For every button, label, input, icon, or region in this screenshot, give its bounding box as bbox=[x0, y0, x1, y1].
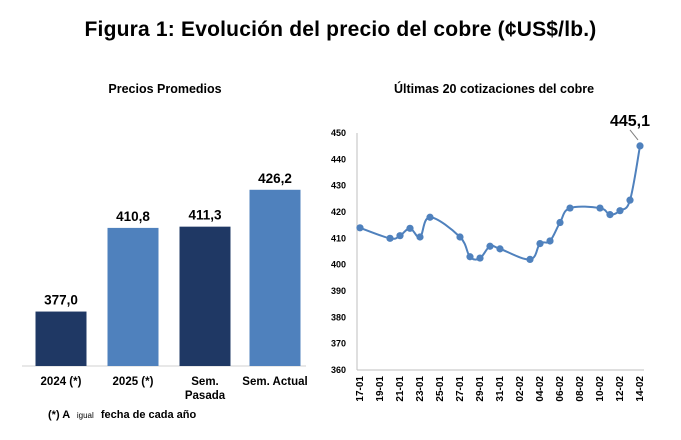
bar-category-label: Pasada bbox=[185, 390, 226, 402]
data-point bbox=[536, 240, 544, 248]
bar-category-label: Sem. Actual bbox=[242, 376, 307, 388]
x-tick-label: 19-01 bbox=[375, 376, 386, 402]
data-point bbox=[566, 204, 574, 212]
x-tick-label: 08-02 bbox=[575, 376, 586, 402]
y-tick-label: 400 bbox=[331, 260, 346, 270]
bar-chart-title: Precios Promedios bbox=[108, 82, 221, 96]
bar-chart: 377,0 2024 (*) 410,8 2025 (*) 411,3 Sem. Pasad… bbox=[35, 171, 308, 402]
bar-value-label: 426,2 bbox=[258, 171, 292, 186]
bar-category-label: 2024 (*) bbox=[41, 376, 82, 388]
data-point bbox=[556, 218, 564, 227]
data-point bbox=[526, 255, 534, 263]
x-tick-label: 21-01 bbox=[395, 376, 406, 402]
data-point bbox=[386, 234, 394, 242]
x-tick-label: 25-01 bbox=[435, 376, 446, 402]
footnote-prefix: (*) A bbox=[48, 409, 70, 421]
data-point bbox=[626, 196, 634, 204]
data-point bbox=[416, 233, 424, 241]
x-tick-label: 10-02 bbox=[595, 376, 606, 402]
data-point bbox=[496, 245, 504, 253]
line-chart-title: Últimas 20 cotizaciones del cobre bbox=[394, 81, 594, 96]
data-point bbox=[636, 142, 644, 150]
data-point bbox=[476, 254, 484, 262]
figure-title: Figura 1: Evolución del precio del cobre… bbox=[84, 18, 597, 41]
bar-value-label: 377,0 bbox=[44, 293, 78, 308]
y-tick-label: 370 bbox=[331, 339, 346, 349]
x-tick-label: 27-01 bbox=[455, 376, 466, 402]
data-point bbox=[596, 204, 604, 212]
line-chart: 360 370 380 390 400 410 420 430 440 450 17-01 19-01… bbox=[331, 113, 650, 402]
x-tick-label: 31-01 bbox=[495, 376, 506, 402]
bar-category-label: 2025 (*) bbox=[113, 376, 154, 388]
x-tick-label: 02-02 bbox=[515, 376, 526, 402]
data-point bbox=[486, 242, 494, 250]
data-point bbox=[406, 224, 414, 232]
callout-label: 445,1 bbox=[610, 113, 650, 130]
x-tick-label: 06-02 bbox=[555, 376, 566, 402]
footnote: (*) A igual fecha de cada año bbox=[48, 409, 196, 421]
bar bbox=[249, 189, 301, 366]
data-point bbox=[606, 211, 614, 219]
y-tick-label: 360 bbox=[331, 365, 346, 375]
callout-leader bbox=[629, 129, 639, 141]
data-point bbox=[466, 253, 474, 261]
bar-category-label: Sem. bbox=[191, 376, 219, 388]
y-tick-label: 420 bbox=[331, 207, 346, 217]
bar bbox=[107, 227, 159, 366]
footnote-small: igual bbox=[77, 411, 94, 420]
y-tick-label: 450 bbox=[331, 128, 346, 138]
data-point bbox=[546, 237, 554, 245]
y-tick-label: 410 bbox=[331, 233, 346, 243]
x-tick-label: 29-01 bbox=[475, 376, 486, 402]
data-point bbox=[426, 213, 434, 221]
data-point bbox=[356, 224, 364, 232]
x-tick-label: 12-02 bbox=[615, 376, 626, 402]
data-point bbox=[396, 232, 404, 240]
bar bbox=[179, 226, 231, 366]
data-point bbox=[456, 233, 464, 241]
x-tick-label: 14-02 bbox=[635, 376, 646, 402]
y-tick-label: 440 bbox=[331, 154, 346, 164]
y-tick-label: 390 bbox=[331, 286, 346, 296]
footnote-suffix: fecha de cada año bbox=[101, 409, 197, 421]
x-tick-label: 23-01 bbox=[415, 376, 426, 402]
bar-value-label: 410,8 bbox=[116, 209, 150, 224]
bar-value-label: 411,3 bbox=[188, 208, 222, 223]
data-point bbox=[616, 207, 624, 215]
bar bbox=[35, 311, 87, 366]
x-tick-label: 17-01 bbox=[355, 376, 366, 402]
series-line bbox=[359, 145, 641, 261]
y-tick-label: 380 bbox=[331, 312, 346, 322]
x-tick-label: 04-02 bbox=[535, 376, 546, 402]
y-tick-label: 430 bbox=[331, 181, 346, 191]
